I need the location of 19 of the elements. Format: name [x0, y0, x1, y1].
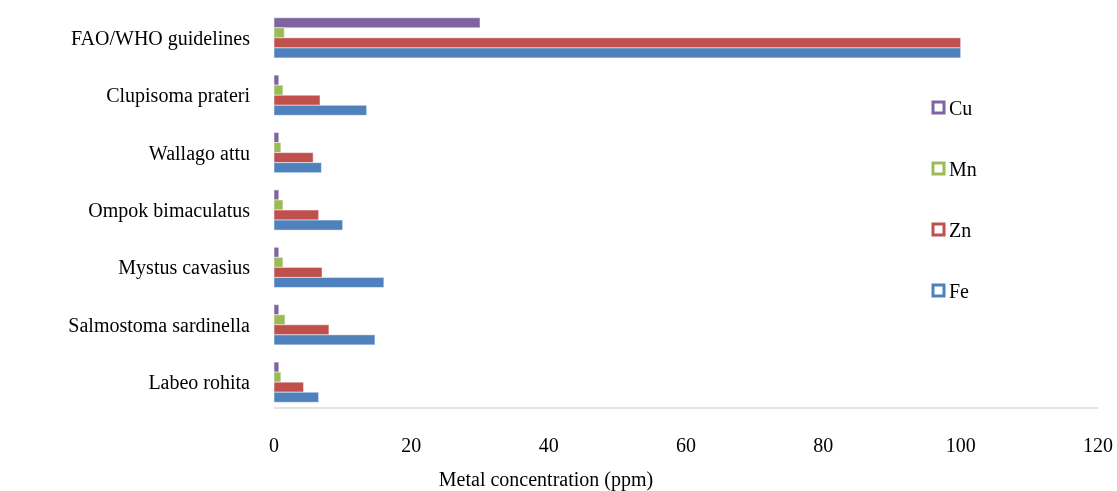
- legend-label: Fe: [949, 280, 970, 302]
- x-tick-label: 100: [945, 434, 976, 456]
- y-tick-label: Salmostoma sardinella: [68, 313, 251, 336]
- x-tick-label: 20: [401, 434, 422, 456]
- y-tick-label: FAO/WHO guidelines: [70, 26, 251, 50]
- legend-label: Zn: [949, 219, 972, 241]
- y-tick-label: Wallago attu: [148, 141, 250, 165]
- y-tick-label: Clupisoma prateri: [106, 84, 251, 108]
- y-tick-label: Ompok bimaculatus: [88, 199, 251, 222]
- x-tick-label: 0: [269, 434, 279, 456]
- x-tick-label: 80: [813, 434, 834, 456]
- y-tick-label: Mystus cavasius: [118, 256, 251, 280]
- legend-label: Cu: [949, 97, 973, 119]
- x-tick-label: 40: [538, 434, 559, 456]
- legend-label: Mn: [949, 158, 977, 180]
- x-axis-title: Metal concentration (ppm): [438, 468, 654, 491]
- x-tick-label: 60: [676, 434, 696, 456]
- y-tick-label: Labeo rohita: [148, 371, 251, 394]
- x-tick-label: 120: [1083, 434, 1113, 456]
